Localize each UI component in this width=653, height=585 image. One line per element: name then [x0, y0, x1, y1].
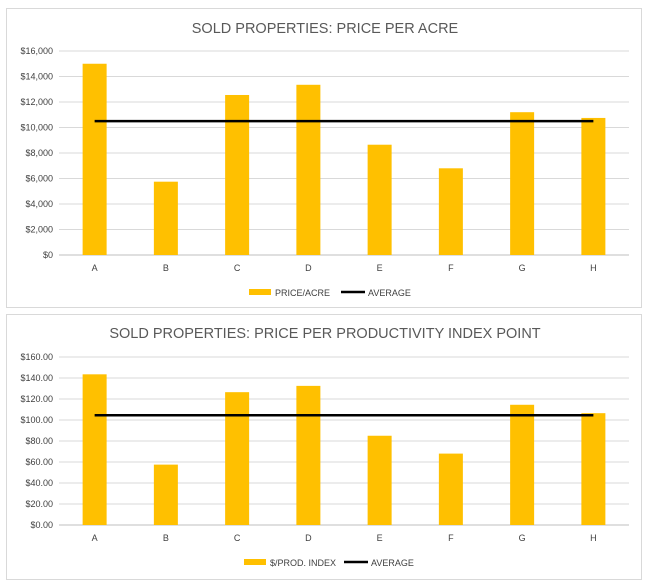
- x-tick-label: B: [163, 263, 169, 273]
- chart-panel-price-per-acre: SOLD PROPERTIES: PRICE PER ACRE $0 $2,000…: [6, 8, 642, 308]
- y-tick-label: $140.00: [20, 373, 53, 383]
- legend-label-bar: PRICE/ACRE: [275, 288, 330, 298]
- legend-swatch-bar: [244, 559, 266, 565]
- bar-h: [581, 117, 606, 255]
- bar-f: [438, 453, 463, 525]
- x-tick-label: G: [519, 263, 526, 273]
- x-tick-label: F: [448, 263, 454, 273]
- bar-b: [153, 464, 178, 525]
- y-tick-label: $6,000: [25, 174, 53, 184]
- legend-label-line: AVERAGE: [371, 558, 414, 568]
- x-tick-label: F: [448, 533, 454, 543]
- y-tick-label: $100.00: [20, 415, 53, 425]
- x-tick-label: E: [377, 533, 383, 543]
- chart-title: SOLD PROPERTIES: PRICE PER PRODUCTIVITY …: [109, 326, 540, 342]
- y-tick-label: $80.00: [25, 436, 53, 446]
- bar-d: [296, 385, 321, 525]
- bar-a: [82, 63, 107, 255]
- x-tick-label: D: [305, 533, 312, 543]
- y-tick-label: $40.00: [25, 478, 53, 488]
- bar-g: [510, 404, 535, 525]
- legend-label-line: AVERAGE: [368, 288, 411, 298]
- x-tick-label: A: [92, 533, 98, 543]
- bar-g: [510, 112, 535, 255]
- chart-panel-price-per-pi-point: SOLD PROPERTIES: PRICE PER PRODUCTIVITY …: [6, 314, 642, 580]
- y-tick-label: $20.00: [25, 499, 53, 509]
- bar-b: [153, 181, 178, 255]
- x-tick-label: D: [305, 263, 312, 273]
- y-tick-label: $4,000: [25, 199, 53, 209]
- y-tick-label: $16,000: [20, 46, 53, 56]
- legend-swatch-bar: [249, 289, 271, 295]
- bar-e: [367, 435, 392, 525]
- bar-f: [438, 168, 463, 255]
- bar-h: [581, 413, 606, 525]
- y-tick-label: $14,000: [20, 72, 53, 82]
- x-tick-label: G: [519, 533, 526, 543]
- chart-price-per-pi-point: SOLD PROPERTIES: PRICE PER PRODUCTIVITY …: [20, 326, 629, 568]
- x-tick-label: E: [377, 263, 383, 273]
- y-tick-label: $10,000: [20, 123, 53, 133]
- bar-a: [82, 374, 107, 525]
- y-tick-label: $160.00: [20, 352, 53, 362]
- bar-e: [367, 144, 392, 255]
- x-tick-label: H: [590, 263, 597, 273]
- bar-d: [296, 84, 321, 255]
- y-tick-label: $2,000: [25, 225, 53, 235]
- x-tick-label: C: [234, 263, 241, 273]
- y-tick-label: $120.00: [20, 394, 53, 404]
- bar-c: [225, 392, 250, 525]
- x-tick-label: H: [590, 533, 597, 543]
- x-tick-label: C: [234, 533, 241, 543]
- y-tick-label: $0: [43, 250, 53, 260]
- bar-c: [225, 94, 250, 255]
- y-tick-label: $12,000: [20, 97, 53, 107]
- legend-label-bar: $/PROD. INDEX: [270, 558, 336, 568]
- chart-title: SOLD PROPERTIES: PRICE PER ACRE: [192, 21, 459, 37]
- x-tick-label: A: [92, 263, 98, 273]
- chart-price-per-acre: SOLD PROPERTIES: PRICE PER ACRE $0 $2,000…: [20, 21, 629, 298]
- y-tick-label: $8,000: [25, 148, 53, 158]
- x-tick-label: B: [163, 533, 169, 543]
- y-tick-label: $60.00: [25, 457, 53, 467]
- y-tick-label: $0.00: [30, 520, 53, 530]
